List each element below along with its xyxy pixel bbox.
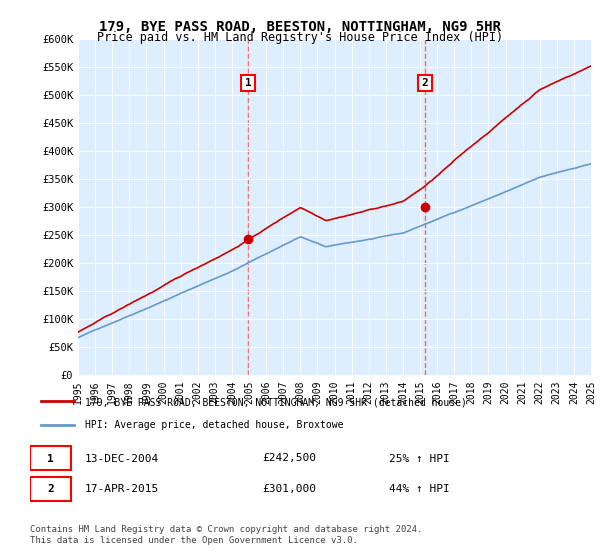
Text: HPI: Average price, detached house, Broxtowe: HPI: Average price, detached house, Brox… (85, 420, 344, 430)
Text: 179, BYE PASS ROAD, BEESTON, NOTTINGHAM, NG9 5HR (detached house): 179, BYE PASS ROAD, BEESTON, NOTTINGHAM,… (85, 398, 467, 407)
Text: 25% ↑ HPI: 25% ↑ HPI (389, 454, 449, 464)
Text: 179, BYE PASS ROAD, BEESTON, NOTTINGHAM, NG9 5HR: 179, BYE PASS ROAD, BEESTON, NOTTINGHAM,… (99, 20, 501, 34)
Text: 44% ↑ HPI: 44% ↑ HPI (389, 484, 449, 494)
Text: £242,500: £242,500 (262, 454, 316, 464)
Text: £301,000: £301,000 (262, 484, 316, 494)
FancyBboxPatch shape (30, 477, 71, 501)
Text: 1: 1 (47, 454, 54, 464)
Text: Contains HM Land Registry data © Crown copyright and database right 2024.
This d: Contains HM Land Registry data © Crown c… (30, 525, 422, 545)
Text: 17-APR-2015: 17-APR-2015 (85, 484, 160, 494)
Text: 2: 2 (422, 78, 428, 88)
Text: 1: 1 (245, 78, 251, 88)
Text: 13-DEC-2004: 13-DEC-2004 (85, 454, 160, 464)
FancyBboxPatch shape (30, 446, 71, 470)
Text: Price paid vs. HM Land Registry's House Price Index (HPI): Price paid vs. HM Land Registry's House … (97, 31, 503, 44)
Text: 2: 2 (47, 484, 54, 494)
